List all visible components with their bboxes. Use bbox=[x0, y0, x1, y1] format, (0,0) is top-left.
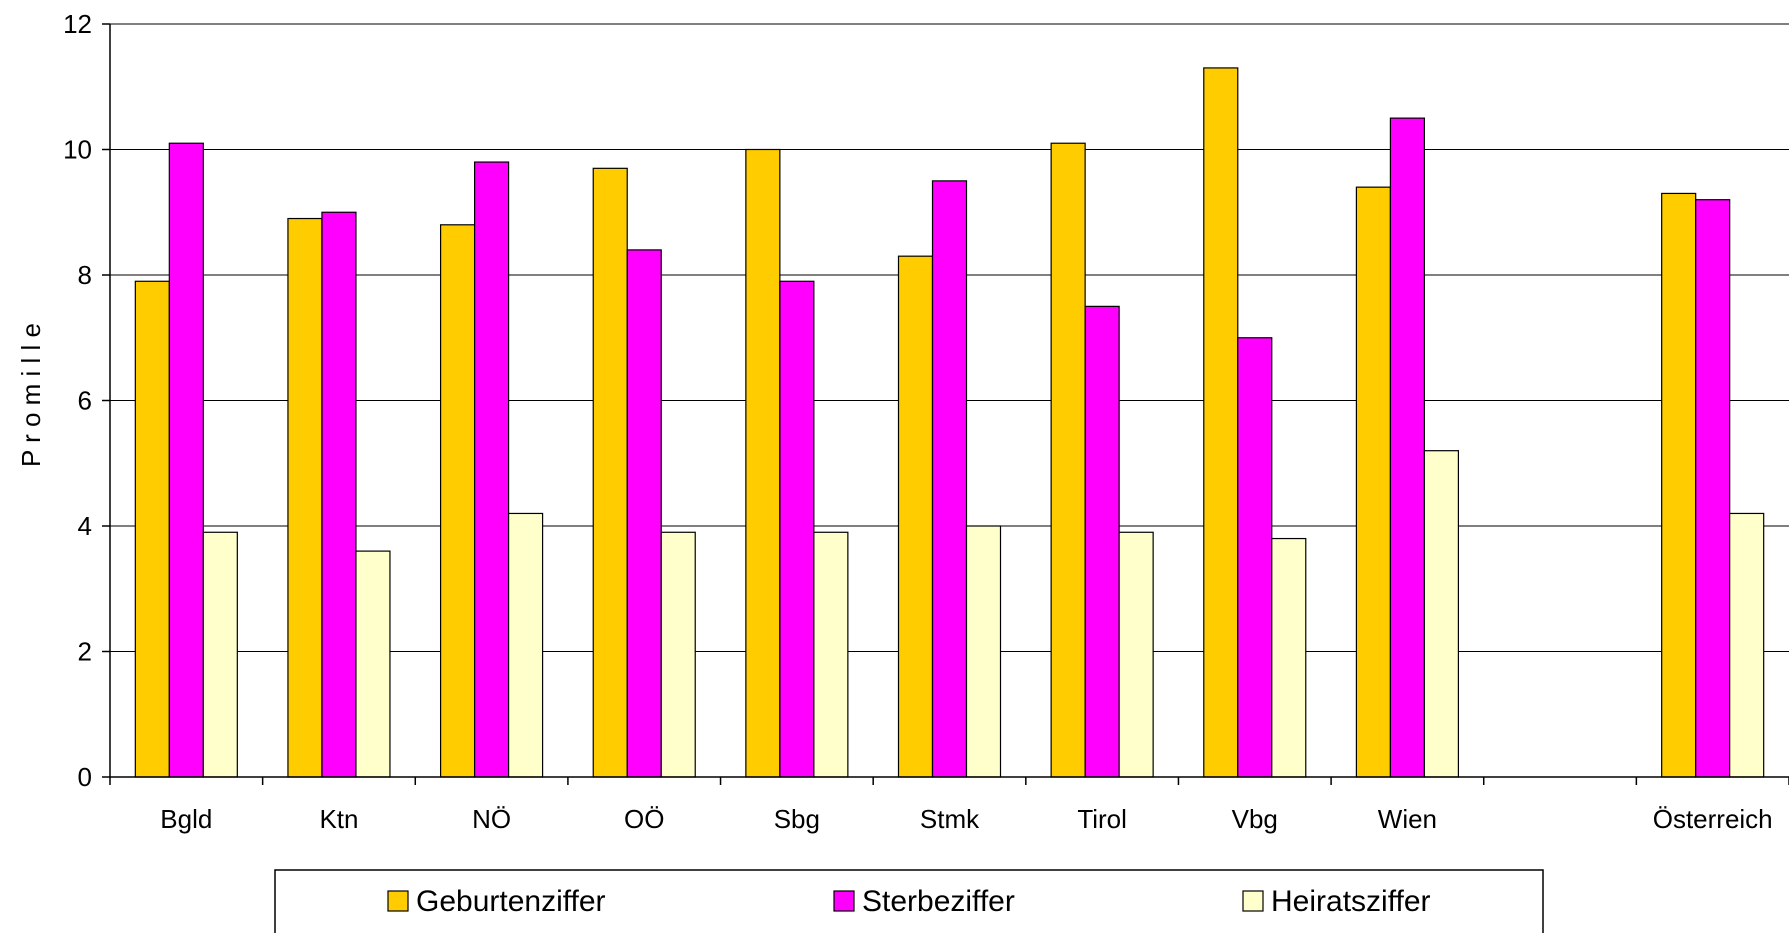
legend-box bbox=[274, 869, 1544, 933]
bar-heiratsziffer-NÖ bbox=[507, 512, 544, 778]
y-tick-label: 4 bbox=[78, 511, 92, 541]
legend-label: Heiratsziffer bbox=[1271, 885, 1431, 918]
bar-heiratsziffer-Stmk bbox=[965, 525, 1002, 778]
bar-sterbeziffer-Sbg bbox=[779, 280, 815, 778]
bar-heiratsziffer-Vbg bbox=[1271, 537, 1307, 778]
bars bbox=[134, 67, 1765, 778]
bar-geburtenziffer-Sbg bbox=[745, 148, 781, 778]
bar-sterbeziffer-Bgld bbox=[168, 142, 204, 778]
bar-sterbeziffer-Wien bbox=[1389, 117, 1426, 778]
bar-sterbeziffer-NÖ bbox=[473, 161, 510, 778]
axes bbox=[102, 23, 1789, 785]
bar-geburtenziffer-Tirol bbox=[1050, 142, 1086, 778]
x-category-label: NÖ bbox=[472, 804, 511, 834]
bar-geburtenziffer-Wien bbox=[1355, 186, 1392, 778]
bar-geburtenziffer-Bgld bbox=[134, 280, 170, 778]
bar-sterbeziffer-Vbg bbox=[1237, 337, 1273, 778]
y-tick-label: 12 bbox=[63, 9, 92, 39]
bar-sterbeziffer-Tirol bbox=[1084, 305, 1120, 778]
y-tick-labels: 0 2 4 6 8 10 12 bbox=[63, 9, 92, 792]
y-axis-title: P r o m i l l e bbox=[16, 323, 46, 467]
legend-swatch bbox=[1242, 890, 1264, 912]
x-category-labels: Bgld Ktn NÖ OÖ Sbg Stmk Tirol Vbg Wien Österreich bbox=[160, 804, 1772, 834]
bar-heiratsziffer-Ktn bbox=[355, 550, 391, 778]
x-category-label: Stmk bbox=[920, 804, 980, 834]
legend: Geburtenziffer Sterbeziffer Heiratsziffer bbox=[274, 869, 1544, 933]
y-tick-label: 6 bbox=[78, 386, 92, 416]
x-category-label: Wien bbox=[1378, 804, 1437, 834]
y-tick-label: 8 bbox=[78, 260, 92, 290]
y-tick-label: 2 bbox=[78, 637, 92, 667]
legend-label: Geburtenziffer bbox=[416, 885, 606, 918]
bar-geburtenziffer-Stmk bbox=[897, 255, 934, 778]
legend-swatch bbox=[833, 890, 855, 912]
y-tick-label: 0 bbox=[78, 762, 92, 792]
bar-heiratsziffer-Sbg bbox=[813, 531, 849, 778]
bar-heiratsziffer-Wien bbox=[1423, 450, 1460, 778]
bar-heiratsziffer-Bgld bbox=[202, 531, 238, 778]
bar-heiratsziffer-Tirol bbox=[1118, 531, 1154, 778]
bar-geburtenziffer-NÖ bbox=[439, 224, 476, 778]
x-category-label: OÖ bbox=[624, 804, 664, 834]
x-category-label: Österreich bbox=[1653, 804, 1773, 834]
bar-heiratsziffer-OÖ bbox=[660, 531, 696, 778]
bar-sterbeziffer-Ktn bbox=[321, 211, 357, 778]
legend-label: Sterbeziffer bbox=[862, 885, 1015, 918]
bar-geburtenziffer-Vbg bbox=[1203, 67, 1239, 778]
bar-geburtenziffer-Österreich bbox=[1661, 192, 1697, 778]
bar-sterbeziffer-Stmk bbox=[931, 180, 968, 778]
bar-heiratsziffer-Österreich bbox=[1729, 512, 1765, 778]
x-category-label: Tirol bbox=[1077, 804, 1127, 834]
x-category-label: Vbg bbox=[1232, 804, 1278, 834]
x-category-label: Ktn bbox=[319, 804, 358, 834]
bar-geburtenziffer-OÖ bbox=[592, 167, 628, 778]
y-tick-label: 10 bbox=[63, 135, 92, 165]
x-category-label: Sbg bbox=[774, 804, 820, 834]
legend-swatch bbox=[387, 890, 409, 912]
x-category-label: Bgld bbox=[160, 804, 212, 834]
bar-sterbeziffer-Österreich bbox=[1695, 199, 1731, 778]
bar-sterbeziffer-OÖ bbox=[626, 249, 662, 778]
bar-geburtenziffer-Ktn bbox=[287, 217, 323, 778]
